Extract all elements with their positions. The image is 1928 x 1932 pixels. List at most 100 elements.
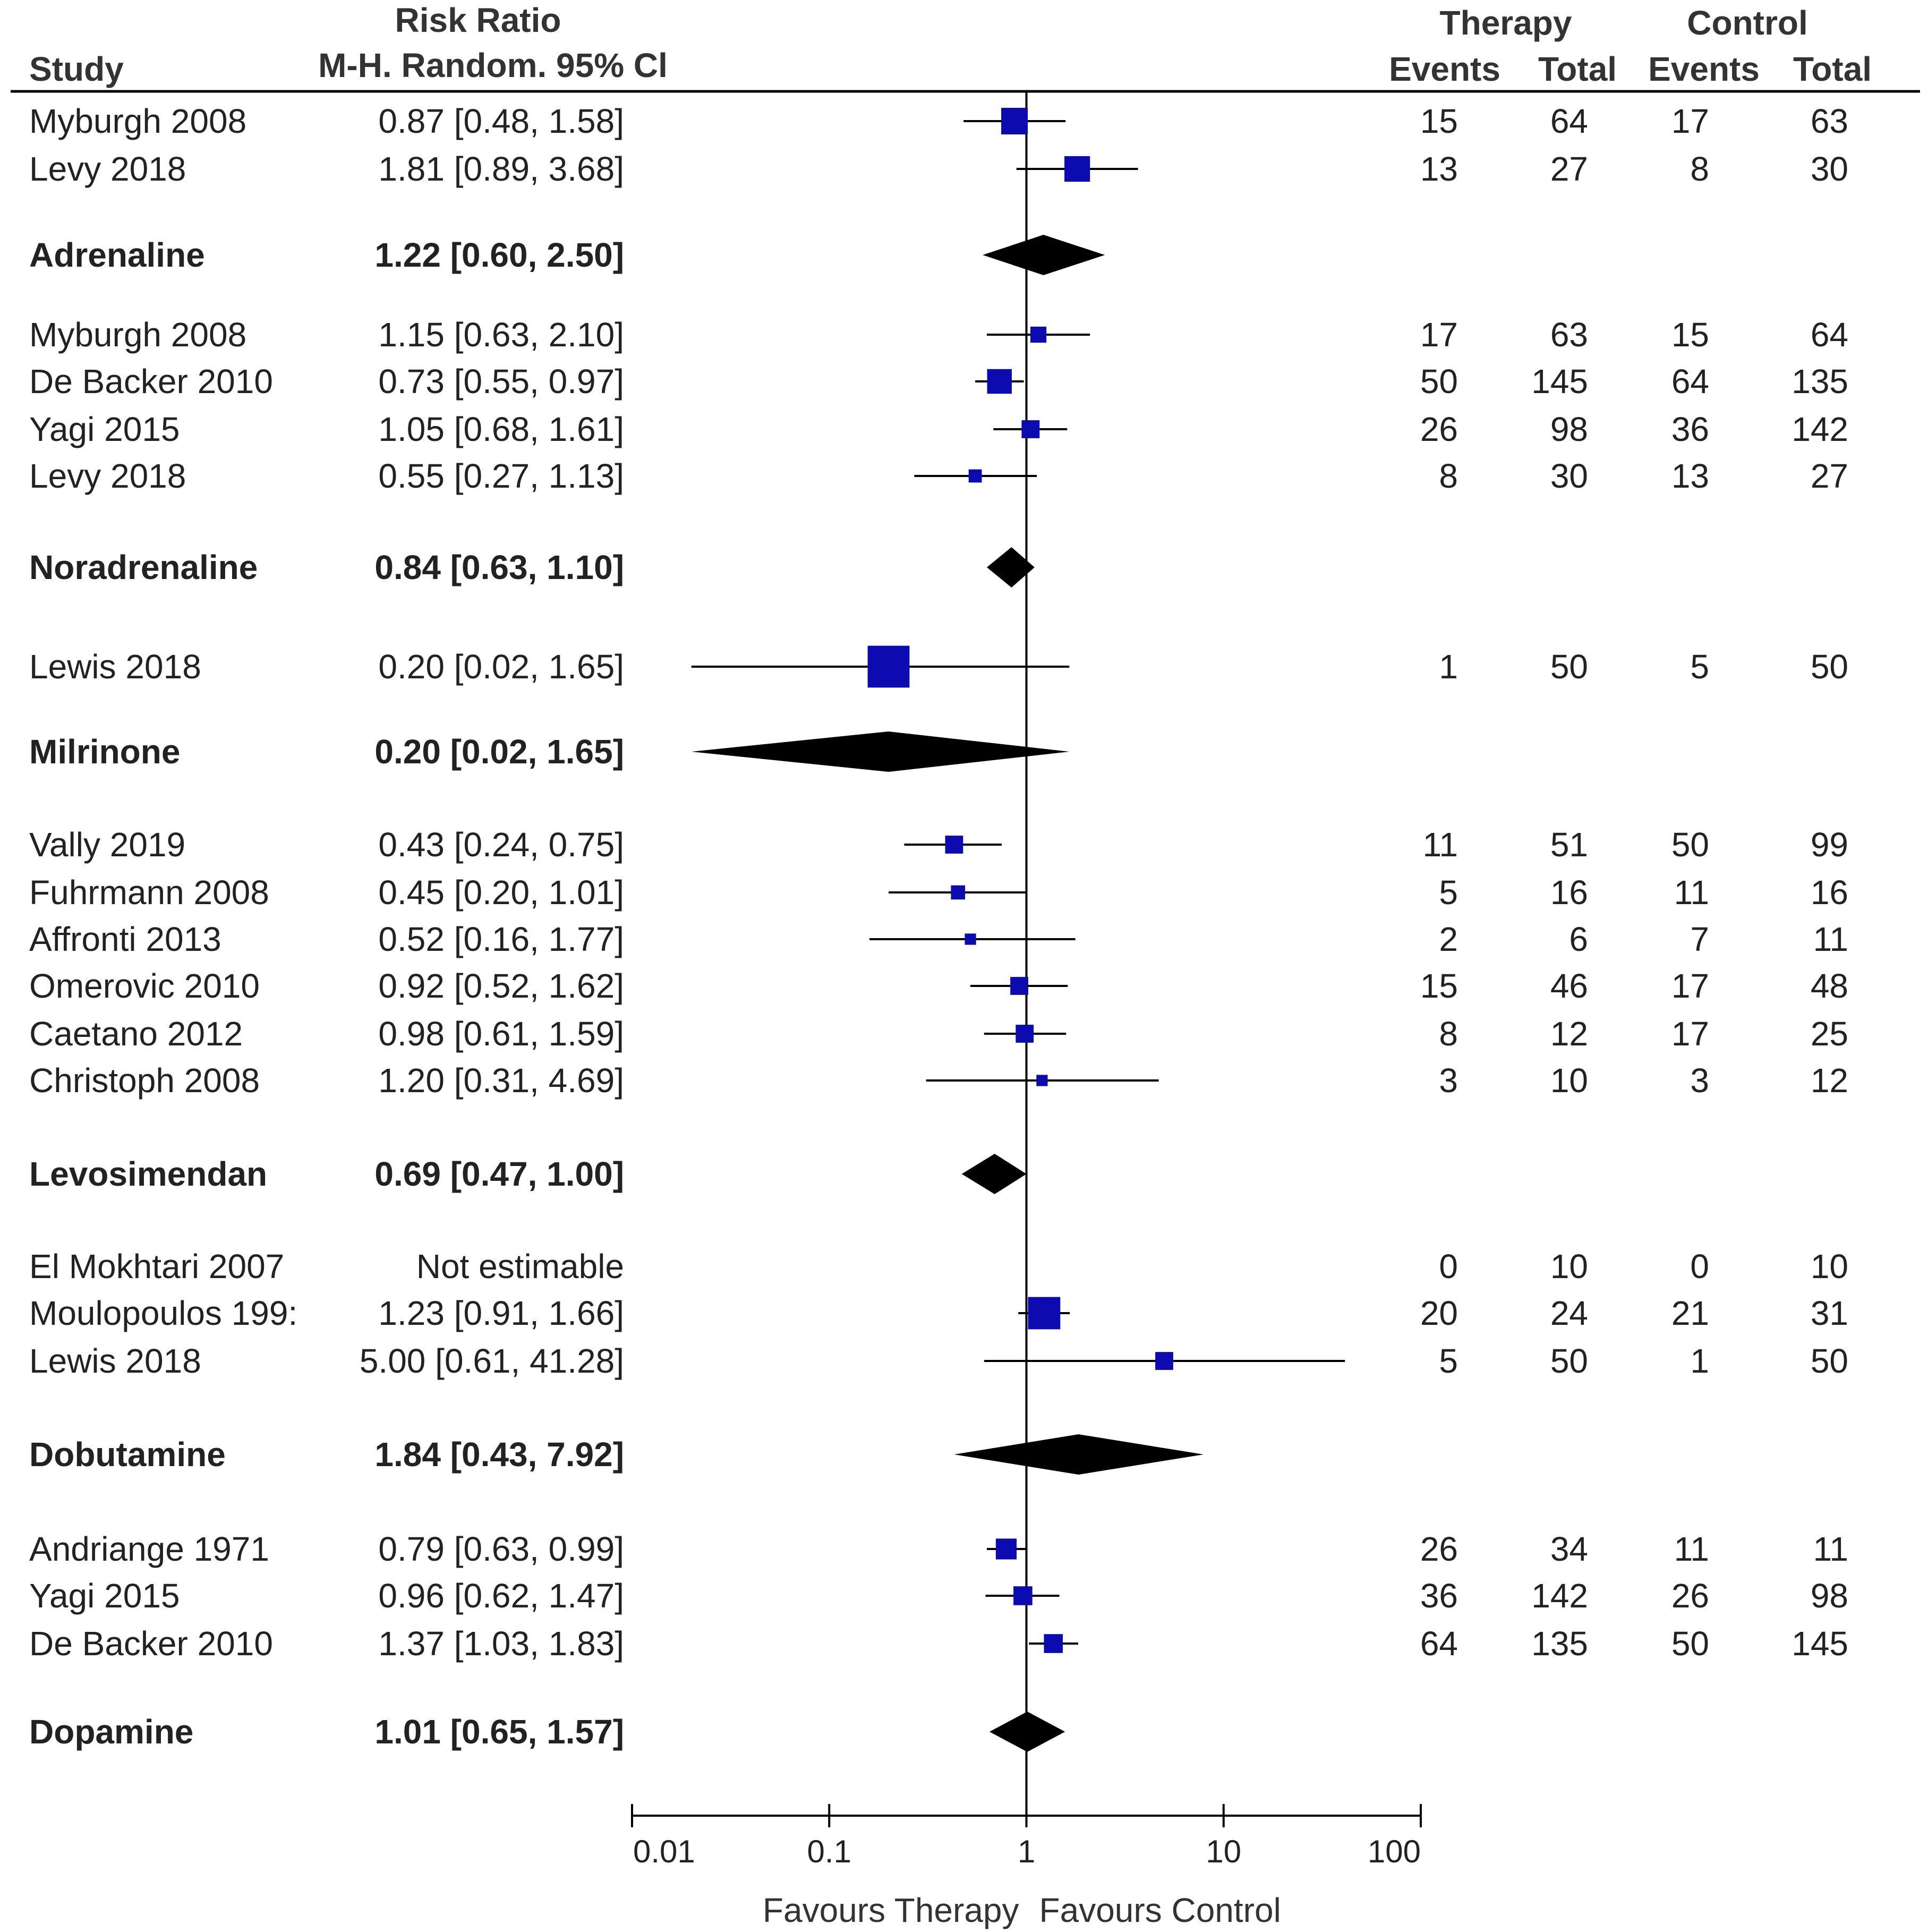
control-events: 0 — [1690, 1247, 1709, 1286]
study-label: Andriange 1971 — [29, 1530, 269, 1568]
therapy-total: 145 — [1531, 362, 1588, 401]
therapy-events: 50 — [1420, 362, 1458, 401]
study-estimate: 1.05 [0.68, 1.61] — [378, 410, 624, 448]
study-label: Myburgh 2008 — [29, 316, 246, 354]
study-label: Myburgh 2008 — [29, 102, 246, 140]
study-label: Omerovic 2010 — [29, 967, 260, 1005]
control-total: 98 — [1811, 1577, 1848, 1615]
study-weight-square — [1010, 977, 1028, 995]
control-total: 25 — [1811, 1015, 1848, 1053]
therapy-events: 64 — [1420, 1624, 1458, 1663]
therapy-events: 2 — [1439, 920, 1458, 958]
subgroup-estimate: 0.69 [0.47, 1.00] — [374, 1155, 624, 1193]
control-total: 50 — [1811, 648, 1848, 686]
x-tick-label: 100 — [1368, 1834, 1421, 1869]
subgroup-label: Adrenaline — [29, 236, 205, 274]
study-estimate: 0.98 [0.61, 1.59] — [378, 1015, 624, 1053]
subgroup-label: Levosimendan — [29, 1155, 267, 1193]
study-weight-square — [867, 645, 910, 688]
therapy-events: 15 — [1420, 102, 1458, 140]
therapy-total: 64 — [1550, 102, 1588, 140]
subgroup-label: Noradrenaline — [29, 548, 258, 586]
control-events: 17 — [1671, 1015, 1709, 1053]
study-weight-square — [987, 369, 1012, 394]
control-events: 3 — [1690, 1061, 1709, 1100]
header-study: Study — [29, 50, 124, 88]
study-estimate: 1.20 [0.31, 4.69] — [378, 1061, 624, 1100]
pooled-diamond — [954, 1434, 1204, 1475]
study-estimate: 0.96 [0.62, 1.47] — [378, 1577, 624, 1615]
therapy-events: 5 — [1439, 1342, 1458, 1380]
header-method-ci: M-H. Random. 95% Cl — [318, 46, 668, 84]
control-events: 50 — [1671, 825, 1709, 864]
favours-control-label: Favours Control — [1039, 1891, 1281, 1929]
study-estimate: 0.43 [0.24, 0.75] — [378, 825, 624, 864]
pooled-diamond — [961, 1154, 1027, 1194]
control-total: 64 — [1811, 316, 1848, 354]
therapy-events: 26 — [1420, 410, 1458, 448]
therapy-events: 13 — [1420, 150, 1458, 188]
pooled-diamond — [987, 547, 1035, 588]
study-estimate: 0.73 [0.55, 0.97] — [378, 362, 624, 401]
control-total: 27 — [1811, 457, 1848, 495]
control-total: 31 — [1811, 1294, 1848, 1332]
therapy-events: 17 — [1420, 316, 1458, 354]
control-total: 11 — [1813, 1530, 1848, 1568]
therapy-total: 10 — [1550, 1061, 1588, 1100]
study-label: Levy 2018 — [29, 457, 186, 495]
study-estimate: 0.45 [0.20, 1.01] — [378, 873, 624, 912]
x-axis: 0.01 0.1 1 10 100 Favours Therapy Favours Cont… — [631, 1804, 1422, 1929]
control-events: 26 — [1671, 1577, 1709, 1615]
control-total: 135 — [1791, 362, 1848, 401]
control-events: 36 — [1671, 410, 1709, 448]
study-label: Fuhrmann 2008 — [29, 873, 269, 912]
therapy-events: 26 — [1420, 1530, 1458, 1568]
control-events: 11 — [1674, 1530, 1709, 1568]
control-total: 48 — [1811, 967, 1848, 1005]
study-label: Yagi 2015 — [29, 1577, 180, 1615]
study-estimate: Not estimable — [416, 1247, 624, 1286]
study-label: Caetano 2012 — [29, 1015, 243, 1053]
subgroup-estimate: 0.84 [0.63, 1.10] — [374, 548, 624, 586]
therapy-events: 20 — [1420, 1294, 1458, 1332]
header-therapy-total: Total — [1538, 50, 1617, 88]
pooled-diamond — [983, 235, 1105, 275]
control-events: 11 — [1674, 873, 1709, 912]
study-estimate: 1.23 [0.91, 1.66] — [378, 1294, 624, 1332]
therapy-total: 16 — [1550, 873, 1588, 912]
subgroup-estimate: 1.84 [0.43, 7.92] — [374, 1435, 624, 1474]
x-tick-label: 0.1 — [807, 1834, 851, 1869]
therapy-total: 51 — [1550, 825, 1588, 864]
control-total: 63 — [1811, 102, 1848, 140]
therapy-total: 98 — [1550, 410, 1588, 448]
study-estimate: 1.37 [1.03, 1.83] — [378, 1624, 624, 1663]
therapy-total: 30 — [1550, 457, 1588, 495]
study-estimate: 0.52 [0.16, 1.77] — [378, 920, 624, 958]
therapy-events: 8 — [1439, 457, 1458, 495]
study-weight-square — [1028, 1297, 1061, 1330]
study-label: Levy 2018 — [29, 150, 186, 188]
control-total: 99 — [1811, 825, 1848, 864]
control-events: 15 — [1671, 316, 1709, 354]
subgroup-label: Milrinone — [29, 733, 180, 771]
pooled-diamond — [691, 731, 1070, 772]
subgroup-estimate: 0.20 [0.02, 1.65] — [374, 733, 624, 771]
study-weight-square — [1021, 420, 1040, 438]
therapy-total: 24 — [1550, 1294, 1588, 1332]
control-events: 7 — [1690, 920, 1709, 958]
control-total: 30 — [1811, 150, 1848, 188]
header-therapy: Therapy — [1440, 4, 1572, 42]
study-estimate: 0.55 [0.27, 1.13] — [378, 457, 624, 495]
study-weight-square — [1036, 1075, 1048, 1086]
therapy-total: 6 — [1569, 920, 1588, 958]
study-weight-square — [1001, 108, 1028, 134]
pooled-diamond — [989, 1712, 1065, 1752]
study-label: Lewis 2018 — [29, 648, 201, 686]
therapy-total: 10 — [1550, 1247, 1588, 1286]
study-weight-square — [995, 1538, 1017, 1560]
study-label: Christoph 2008 — [29, 1061, 260, 1100]
therapy-total: 34 — [1550, 1530, 1588, 1568]
study-estimate: 0.92 [0.52, 1.62] — [378, 967, 624, 1005]
study-label: De Backer 2010 — [29, 362, 273, 401]
control-events: 5 — [1690, 648, 1709, 686]
